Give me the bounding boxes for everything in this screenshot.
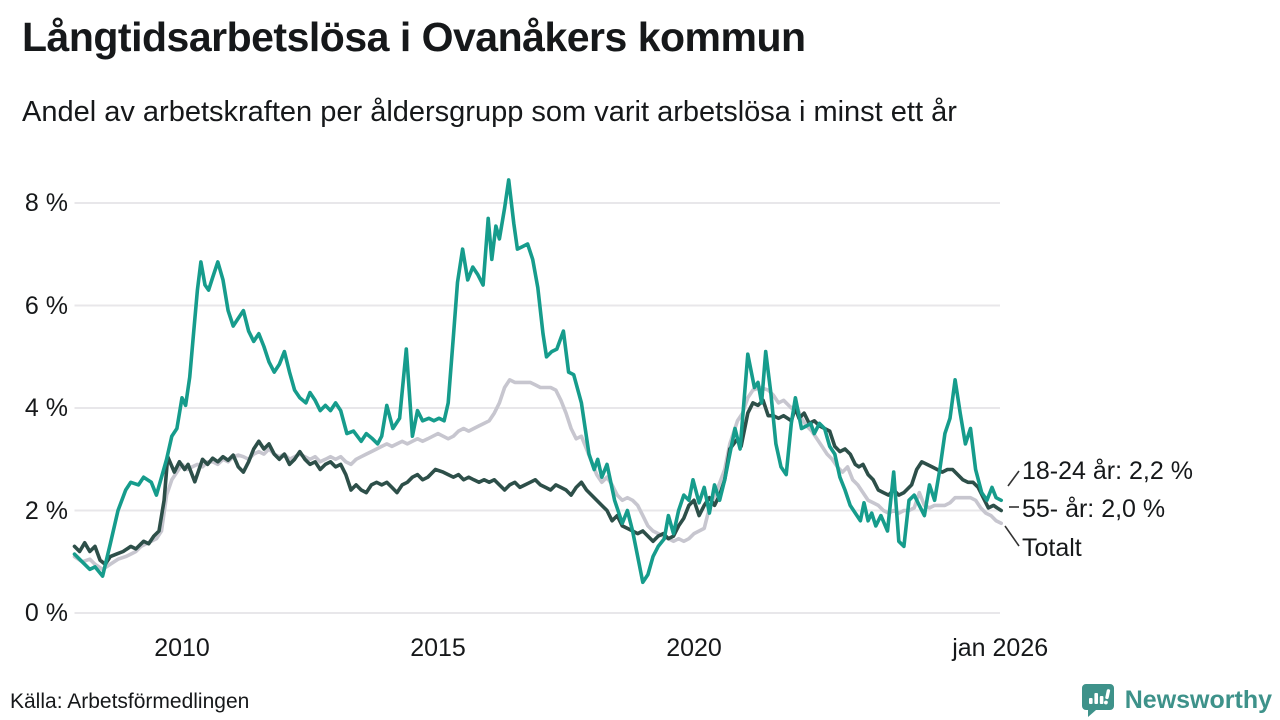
x-tick-label: 2015 bbox=[410, 634, 466, 662]
y-tick-label: 8 % bbox=[24, 189, 68, 217]
series-lines bbox=[72, 178, 1004, 585]
source-note: Källa: Arbetsförmedlingen bbox=[10, 690, 250, 713]
annotation-totalt: Totalt bbox=[1022, 534, 1082, 562]
page-title: Långtidsarbetslösa i Ovanåkers kommun bbox=[22, 14, 806, 60]
gridlines bbox=[74, 202, 1000, 614]
y-tick-label: 4 % bbox=[24, 394, 68, 422]
series-line-55-r bbox=[72, 398, 1004, 567]
annotation-18-24: 18-24 år: 2,2 % bbox=[1022, 457, 1193, 485]
brand-name: Newsworthy bbox=[1124, 685, 1272, 714]
brand-logo: Newsworthy bbox=[1081, 682, 1272, 718]
leader-line bbox=[1004, 525, 1020, 547]
y-tick-label: 0 % bbox=[24, 599, 68, 627]
y-tick-label: 6 % bbox=[24, 291, 68, 320]
x-tick-label: 2020 bbox=[666, 634, 722, 662]
x-tick-label: jan 2026 bbox=[952, 634, 1049, 662]
page-subtitle: Andel av arbetskraften per åldersgrupp s… bbox=[22, 96, 957, 128]
newsworthy-icon bbox=[1081, 684, 1114, 717]
series-line-totalt bbox=[72, 377, 1004, 572]
annotation-leader-lines bbox=[1004, 470, 1020, 547]
y-tick-label: 2 % bbox=[24, 496, 68, 525]
annotation-55: 55- år: 2,0 % bbox=[1022, 495, 1166, 523]
x-tick-label: 2010 bbox=[154, 634, 210, 662]
leader-line bbox=[1007, 470, 1020, 487]
series-line-18-24-r bbox=[72, 178, 1004, 585]
